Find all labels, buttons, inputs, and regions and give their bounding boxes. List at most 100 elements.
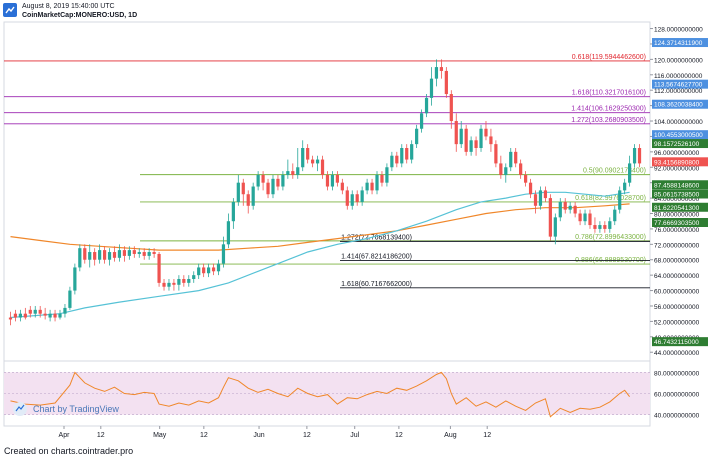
- candle-body: [102, 250, 107, 260]
- candle-body: [593, 225, 597, 229]
- candle-body: [429, 78, 434, 98]
- price-label-box: [652, 217, 708, 227]
- price-label-box: [652, 189, 708, 199]
- candle-body: [127, 250, 131, 256]
- candle-body: [117, 250, 122, 258]
- candle-body: [8, 317, 13, 320]
- candle-body: [187, 279, 191, 283]
- level-label: 1.414(67.8214186200): [341, 253, 412, 260]
- candle-body: [454, 121, 458, 145]
- candle-body: [48, 313, 52, 318]
- candles: [8, 59, 642, 326]
- watermark-text: Chart by TradingView: [33, 404, 119, 414]
- candle-body: [226, 221, 231, 245]
- candle-body: [301, 148, 305, 168]
- candle-body: [68, 290, 72, 308]
- candle-body: [632, 148, 637, 164]
- rsi-tick-label: 40.0000000000: [654, 413, 700, 420]
- candle-body: [211, 267, 216, 272]
- candle-body: [558, 201, 562, 218]
- candle-body: [23, 313, 27, 318]
- candle-body: [38, 309, 42, 314]
- candle-body: [434, 67, 439, 79]
- rsi-line: [10, 371, 630, 418]
- price-label-text: 108.3620038400: [654, 102, 703, 109]
- candle-body: [315, 159, 320, 164]
- candle-body: [474, 140, 478, 148]
- price-label-text: 77.6669303500: [654, 220, 700, 227]
- price-tick-label: 44.0000000000: [654, 350, 700, 357]
- price-label-text: 46.7432115000: [654, 339, 699, 346]
- price-label-box: [652, 157, 708, 167]
- price-tick-label: 120.0000000000: [654, 57, 703, 64]
- rsi-band: [4, 372, 650, 415]
- candle-body: [142, 252, 146, 256]
- candle-body: [63, 307, 67, 314]
- candle-body: [528, 182, 533, 195]
- candle-body: [563, 201, 567, 210]
- candle-body: [311, 159, 315, 164]
- price-label-text: 100.4553000500: [654, 132, 703, 139]
- candle-body: [459, 128, 463, 145]
- sma-short-line: [10, 191, 630, 319]
- candle-body: [132, 250, 136, 254]
- time-tick-label: 12: [483, 432, 491, 439]
- price-tick-label: 84.0000000000: [654, 196, 700, 203]
- candle-body: [370, 182, 374, 191]
- price-label-box: [652, 202, 708, 212]
- time-tick-label: Apr: [59, 432, 71, 439]
- candle-body: [484, 128, 488, 137]
- candle-body: [355, 194, 359, 202]
- candle-body: [504, 167, 508, 175]
- candle-body: [583, 213, 587, 222]
- price-tick-label: 60.0000000000: [654, 289, 700, 296]
- price-label-text: 93.4156890800: [654, 159, 700, 166]
- candle-body: [623, 182, 627, 191]
- candle-body: [296, 167, 300, 175]
- price-label-text: 85.0615738500: [654, 192, 700, 199]
- candle-body: [514, 151, 518, 164]
- candle-body: [613, 209, 617, 222]
- time-tick-label: Jun: [253, 432, 264, 439]
- candle-body: [385, 167, 389, 183]
- candle-body: [18, 313, 22, 318]
- candle-body: [489, 136, 493, 145]
- price-tick-label: 128.0000000000: [654, 27, 703, 34]
- candle-body: [538, 190, 543, 206]
- candle-body: [83, 248, 87, 260]
- candle-body: [390, 155, 394, 168]
- candle-body: [578, 213, 582, 222]
- candle-body: [251, 186, 255, 206]
- rsi-pane: 40.0000000000 60.0000000000 80.0000000000: [4, 370, 700, 420]
- price-labels: 124.3714311900 113.5674627700 108.36200384…: [652, 38, 708, 347]
- watermark: Chart by TradingView: [13, 402, 119, 416]
- candle-body: [13, 313, 18, 318]
- candle-body: [598, 225, 602, 229]
- grid: [3, 21, 651, 427]
- level-label: 1.618(110.3217016100): [572, 90, 646, 97]
- candle-body: [330, 174, 335, 187]
- price-label-box: [652, 99, 708, 109]
- candle-body: [93, 252, 97, 260]
- rsi-axis: 40.0000000000 60.0000000000 80.0000000000: [4, 370, 700, 420]
- candle-body: [306, 148, 310, 160]
- price-label-text: 113.5674627700: [654, 82, 703, 89]
- candle-body: [519, 163, 523, 175]
- candle-body: [410, 144, 414, 160]
- price-tick-label: 116.0000000000: [654, 73, 703, 80]
- price-label-box: [652, 38, 708, 48]
- candle-body: [78, 248, 82, 268]
- candle-body: [122, 250, 127, 256]
- candle-body: [73, 267, 77, 291]
- price-tick-label: 64.0000000000: [654, 273, 700, 280]
- time-tick-label: Jul: [350, 432, 359, 439]
- candle-body: [206, 267, 211, 274]
- candle-body: [618, 190, 622, 210]
- level-label: 0.618(82.9976028700): [575, 195, 646, 202]
- candle-body: [350, 194, 354, 206]
- time-tick-label: Aug: [444, 432, 457, 439]
- price-tick-label: 96.0000000000: [654, 150, 700, 157]
- level-label: 1.272(72.7668139400): [341, 234, 412, 241]
